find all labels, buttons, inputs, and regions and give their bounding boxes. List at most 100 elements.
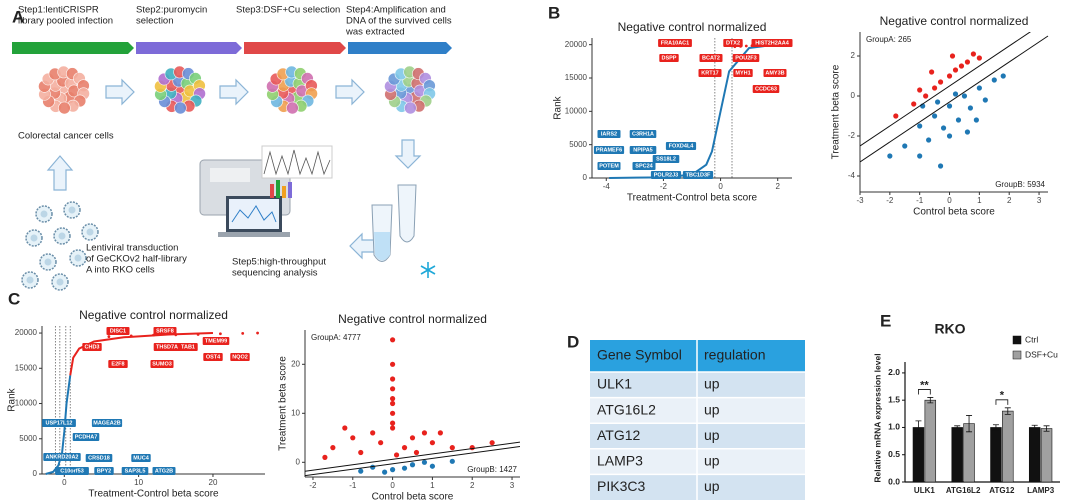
y-tick-label: 2 <box>851 51 856 60</box>
gene-label: KRT17 <box>701 70 718 76</box>
sequencing-text: Step5:high-throughput <box>232 257 326 268</box>
gene-box <box>658 39 692 47</box>
threshold-diagonal <box>860 35 1049 163</box>
rank-point <box>107 335 111 338</box>
transduction-text: Lentiviral transduction <box>86 243 178 254</box>
gene-box <box>153 327 177 335</box>
gene-label: SRSF8 <box>156 328 174 334</box>
virus-core <box>86 228 94 236</box>
error-bar <box>915 420 922 435</box>
gene-label: DISC1 <box>110 328 126 334</box>
x-tick-label: 20 <box>209 478 218 487</box>
virus-core <box>68 206 76 214</box>
y-axis-label: Rank <box>7 387 18 411</box>
scatter-point <box>926 137 932 143</box>
transduction-text: A into RKO cells <box>86 265 155 276</box>
scatter-point <box>330 445 336 451</box>
gene-box <box>42 419 76 427</box>
gene-box <box>82 343 102 351</box>
scatter-point <box>982 97 988 103</box>
bar <box>1040 428 1053 483</box>
x-tick-label: 3 <box>1037 196 1042 205</box>
panel-label: D <box>567 332 579 351</box>
panel-label: C <box>8 289 20 308</box>
table-cell: ULK1 <box>597 376 632 392</box>
scatter-point <box>421 430 428 436</box>
gene-box <box>763 69 787 77</box>
rank-point <box>256 331 259 335</box>
chart-title: Negative control normalized <box>338 312 487 326</box>
step-text: Step3:DSF+Cu selection <box>236 5 340 16</box>
bar <box>1002 410 1014 483</box>
table-cell: up <box>704 427 720 443</box>
gene-label: C3RH1A <box>632 131 654 137</box>
x-tick-label: ATG16L2 <box>946 486 981 495</box>
gene-box <box>682 171 714 179</box>
scatter-point <box>970 51 976 57</box>
scatter-point <box>401 445 408 451</box>
gene-label: HIST2H2AA4 <box>755 40 790 46</box>
gene-box <box>629 130 657 138</box>
scatter-point <box>389 376 396 382</box>
x-tick-label: 3 <box>510 481 515 490</box>
scatter-point <box>902 143 908 149</box>
y-tick-label: 0 <box>296 457 301 466</box>
gene-box <box>597 162 621 170</box>
gene-box <box>152 467 176 475</box>
y-tick-label: 10000 <box>15 399 38 408</box>
gene-label: BCAT2 <box>702 55 720 61</box>
gene-label: DSPP <box>662 55 677 61</box>
threshold-diagonal <box>305 446 520 477</box>
gene-label: NPIPA5 <box>633 147 652 153</box>
cell <box>58 101 71 115</box>
y-tick-label: 0.0 <box>888 476 900 486</box>
virus-core <box>26 276 34 284</box>
scatter-point <box>917 153 923 159</box>
y-tick-label: 20 <box>291 359 300 368</box>
scatter-point <box>934 99 941 105</box>
gene-box <box>106 327 130 335</box>
step-text: library pooled infection <box>18 16 113 27</box>
bar <box>963 423 975 483</box>
scatter-point <box>949 53 956 59</box>
virus-core <box>40 210 48 218</box>
y-tick-label: 0.5 <box>888 449 900 459</box>
gene-label: POLR2J3 <box>654 172 678 178</box>
flow-arrow <box>335 78 365 106</box>
gene-box <box>699 54 723 62</box>
gene-label: OST4 <box>206 354 221 360</box>
scatter-point <box>389 420 396 426</box>
gene-label: CCDC63 <box>755 86 777 92</box>
scatter-point <box>389 400 396 407</box>
scatter-point <box>393 452 400 458</box>
table-cell: up <box>704 453 720 469</box>
gene-box <box>72 433 100 441</box>
significance-label: ** <box>920 379 929 391</box>
scatter-point <box>389 386 396 392</box>
panel-label: E <box>880 311 891 330</box>
rank-line <box>69 332 213 376</box>
scatter-point <box>955 117 962 123</box>
legend-swatch <box>1012 350 1022 360</box>
scatter-point <box>409 435 416 441</box>
x-tick-label: 0 <box>62 478 67 487</box>
rank-point <box>219 332 222 336</box>
step-text: DNA of the survived cells <box>346 16 452 27</box>
gene-box <box>632 162 656 170</box>
gene-box <box>593 146 625 154</box>
error-bar <box>1031 424 1038 431</box>
gene-box <box>131 454 151 462</box>
table-frame <box>590 340 805 500</box>
y-tick-label: -4 <box>848 171 856 180</box>
cell <box>174 101 187 115</box>
y-tick-label: -2 <box>848 131 856 140</box>
chart-title: Negative control normalized <box>618 20 767 34</box>
y-tick-label: 10000 <box>565 106 588 115</box>
gene-box <box>202 337 230 345</box>
x-tick-label: 0 <box>947 196 952 205</box>
x-tick-label: ATG12 <box>989 486 1015 495</box>
gene-box <box>652 155 680 163</box>
y-tick-label: 0 <box>583 173 588 182</box>
step-arrow <box>136 42 242 54</box>
